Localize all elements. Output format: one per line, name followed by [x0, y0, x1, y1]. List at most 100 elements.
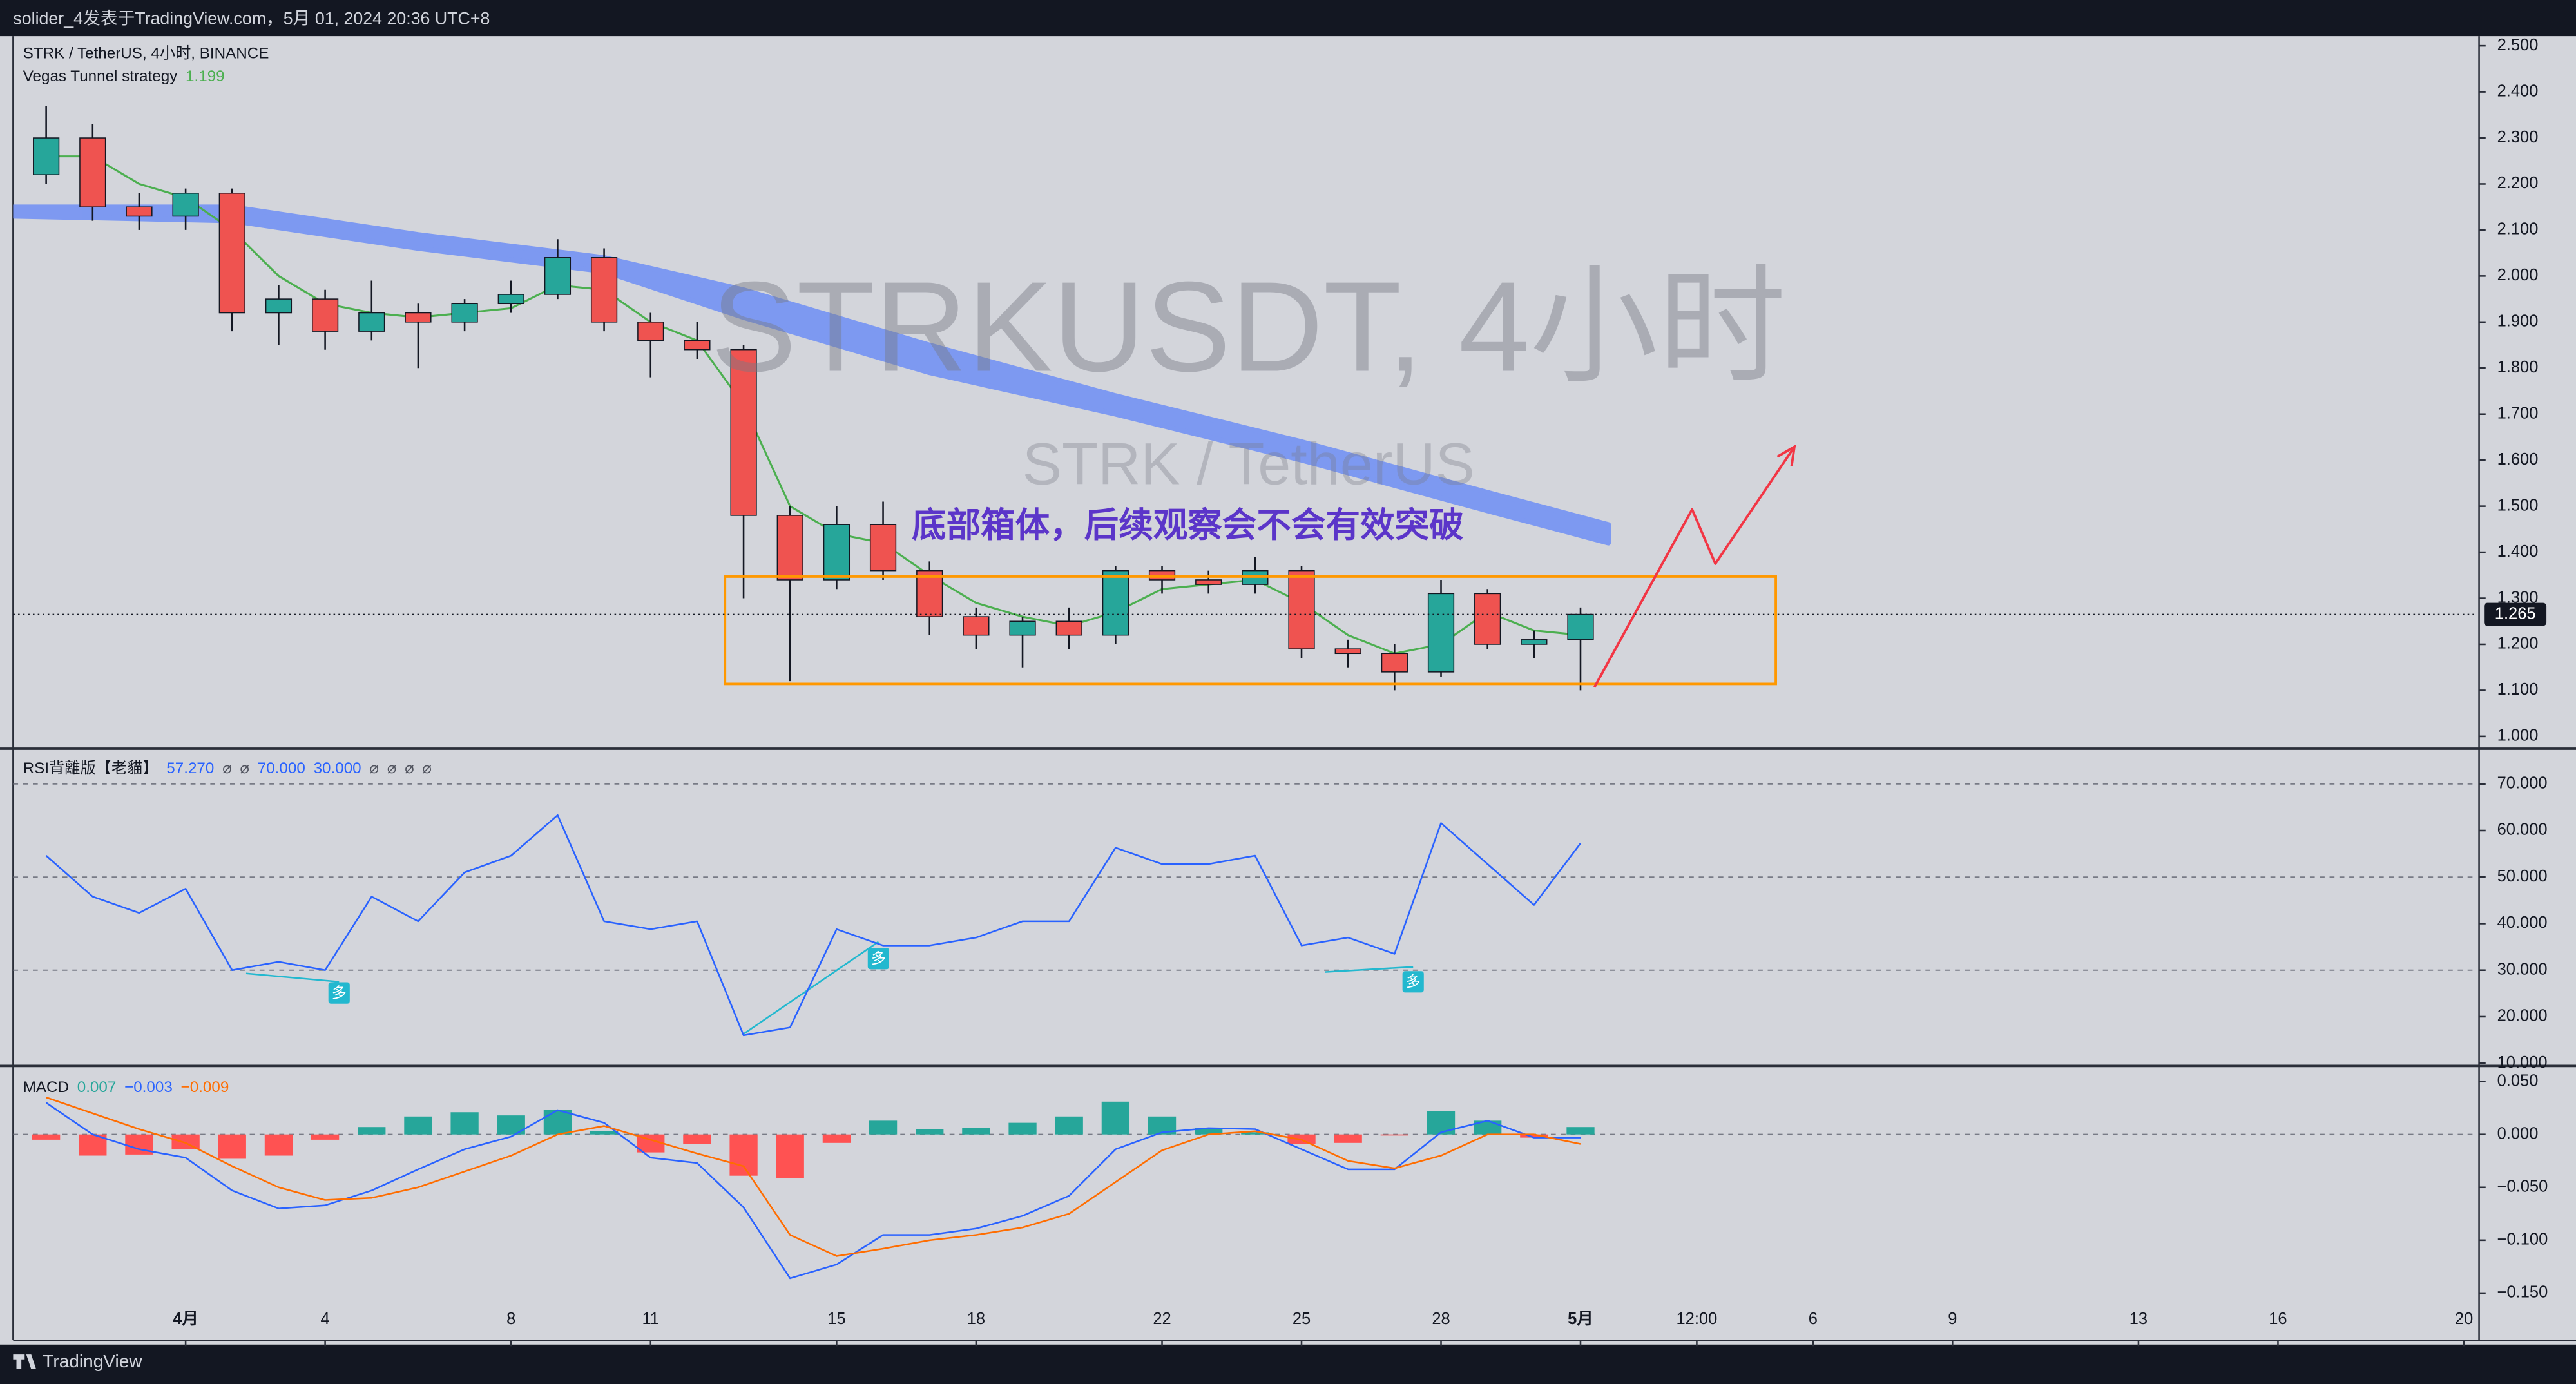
- watermark: STRKUSDT, 4小时: [711, 255, 1787, 398]
- candle-body: [1195, 579, 1222, 585]
- brand-logo: [13, 1354, 37, 1370]
- histogram-bar: [358, 1127, 386, 1135]
- candle-body: [1334, 648, 1361, 655]
- legend-item: ⌀: [369, 760, 379, 777]
- panel-2: [13, 1097, 2478, 1280]
- ema-line: [46, 155, 1581, 655]
- rsi-line: [45, 814, 1582, 1037]
- histogram-bar: [683, 1134, 711, 1144]
- candle-body: [730, 349, 757, 516]
- x-tick-label: 22: [1153, 1310, 1171, 1328]
- candle-body: [823, 524, 851, 581]
- y-tick-label: 70.000: [2497, 774, 2548, 792]
- candle-body: [590, 257, 618, 323]
- divergence-line: [245, 972, 340, 983]
- legend-name: Vegas Tunnel strategy: [23, 68, 178, 85]
- x-tick-label: 5月: [1568, 1310, 1593, 1328]
- candle-body: [1009, 620, 1036, 636]
- histogram-bar: [916, 1129, 944, 1135]
- y-tick-label: 1.600: [2497, 450, 2539, 468]
- candle-body: [451, 303, 478, 323]
- histogram-bar: [1241, 1132, 1269, 1135]
- signal-label: 多: [1406, 973, 1421, 990]
- x-tick-label: 28: [1432, 1310, 1450, 1328]
- legend-item: −0.003: [124, 1079, 173, 1096]
- signal-label: 多: [332, 984, 347, 1001]
- legend: MACD 0.007 −0.003 −0.009: [23, 1079, 229, 1096]
- x-tick-label: 18: [967, 1310, 985, 1328]
- histogram-bar: [218, 1134, 246, 1159]
- candle-body: [79, 137, 106, 207]
- histogram-bar: [1427, 1111, 1456, 1135]
- histogram-bar: [264, 1134, 293, 1156]
- x-tick-label: 16: [2269, 1310, 2287, 1328]
- legend-item: ⌀: [387, 760, 397, 777]
- y-tick-label: 1.800: [2497, 358, 2539, 376]
- histogram-bar: [590, 1131, 619, 1135]
- candle-body: [1521, 639, 1548, 645]
- y-tick-label: 30.000: [2497, 960, 2548, 978]
- divergence-line: [743, 941, 879, 1035]
- range-box: [724, 575, 1777, 686]
- x-tick-label: 12:00: [1677, 1310, 1718, 1328]
- y-tick-label: −0.150: [2497, 1283, 2548, 1302]
- annotation: 底部箱体，后续观察会不会有效突破: [912, 506, 1464, 544]
- y-tick-label: 50.000: [2497, 867, 2548, 885]
- histogram-bar: [1474, 1120, 1502, 1135]
- legend-item: 30.000: [314, 760, 361, 777]
- candle-body: [1567, 613, 1594, 640]
- y-tick-label: −0.100: [2497, 1231, 2548, 1249]
- y-tick-label: 2.100: [2497, 220, 2539, 238]
- legend-item: ⌀: [405, 760, 414, 777]
- signal-marker: [328, 982, 350, 1004]
- x-tick-label: 13: [2129, 1310, 2148, 1328]
- legend: Vegas Tunnel strategy 1.199: [23, 68, 225, 85]
- footer-bar: [0, 1344, 2576, 1384]
- candle-body: [126, 206, 153, 217]
- x-tick-label: 9: [1948, 1310, 1957, 1328]
- y-tick-label: 1.200: [2497, 635, 2539, 653]
- y-tick-label: 2.500: [2497, 36, 2539, 54]
- brand: TradingView: [43, 1351, 142, 1371]
- histogram-bar: [962, 1128, 990, 1135]
- y-tick-label: 0.050: [2497, 1072, 2539, 1090]
- watermark-subtitle: STRK / TetherUS: [1023, 431, 1475, 497]
- candle-body: [1288, 570, 1315, 649]
- y-tick-label: 1.100: [2497, 680, 2539, 698]
- candle-body: [1381, 653, 1408, 673]
- x-tick-label: 15: [827, 1310, 845, 1328]
- y-tick-label: 40.000: [2497, 914, 2548, 932]
- legend-item: ⌀: [222, 760, 232, 777]
- signal-marker: [1402, 971, 1424, 993]
- y-tick-label: 1.400: [2497, 543, 2539, 561]
- candle-body: [1102, 570, 1129, 636]
- candle-body: [1148, 570, 1176, 581]
- candle-body: [1055, 620, 1082, 636]
- candle-body: [963, 616, 990, 636]
- x-tick-label: 4: [321, 1310, 330, 1328]
- arrow-head: [1776, 444, 1796, 467]
- y-tick-label: 2.000: [2497, 266, 2539, 284]
- legend-item: 0.007: [77, 1079, 117, 1096]
- candle-body: [1474, 593, 1501, 645]
- macd-line: [46, 1097, 1581, 1257]
- y-tick-label: 2.400: [2497, 82, 2539, 100]
- last-price-tag: [2484, 602, 2547, 626]
- panel-title: STRK / TetherUS, 4小时, BINANCE: [23, 45, 269, 62]
- candle-body: [265, 298, 293, 314]
- histogram-bar: [1101, 1101, 1130, 1135]
- last-price-label: 1.265: [2495, 604, 2536, 622]
- candle-body: [916, 570, 943, 617]
- y-tick-label: −0.050: [2497, 1177, 2548, 1195]
- signal-marker: [867, 948, 889, 970]
- histogram-bar: [1334, 1134, 1362, 1143]
- histogram-bar: [1055, 1116, 1083, 1135]
- signal-label: 多: [871, 950, 886, 966]
- histogram-bar: [32, 1134, 61, 1140]
- panel-1: 多多多: [13, 783, 2478, 1037]
- legend: RSI背離版【老貓】 57.270 ⌀ ⌀ 70.000 30.000 ⌀ ⌀ ⌀ ⌀: [23, 760, 432, 777]
- histogram-bar: [776, 1134, 804, 1178]
- histogram-bar: [311, 1134, 340, 1140]
